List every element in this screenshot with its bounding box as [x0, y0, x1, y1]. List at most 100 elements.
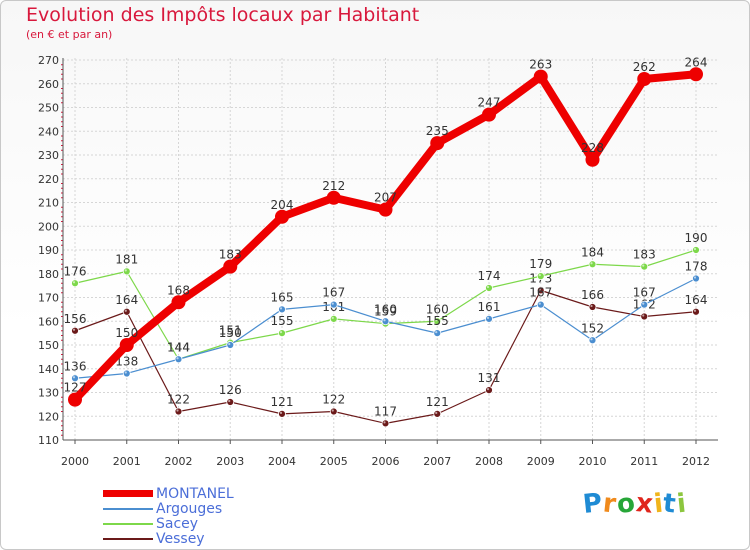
data-point: [122, 369, 131, 378]
data-label: 164: [115, 293, 138, 307]
x-tick-label: 2002: [165, 455, 193, 468]
data-point: [119, 338, 134, 352]
y-tick-label: 160: [38, 315, 59, 328]
data-point: [122, 267, 131, 276]
data-label: 159: [374, 305, 397, 319]
data-label: 183: [633, 248, 656, 262]
data-label: 117: [374, 404, 397, 418]
data-point-highlight: [228, 399, 231, 403]
data-point: [692, 274, 700, 283]
data-point: [430, 136, 445, 151]
data-point: [381, 419, 390, 428]
data-point-highlight: [642, 264, 645, 267]
data-label: 264: [685, 55, 708, 69]
data-point-highlight: [435, 319, 438, 322]
data-point: [536, 272, 545, 281]
data-label: 161: [478, 300, 501, 314]
data-point: [588, 336, 597, 345]
data-point-highlight: [486, 316, 490, 319]
y-tick-label: 130: [38, 387, 59, 400]
x-tick-label: 2011: [630, 455, 658, 468]
data-label: 167: [529, 286, 552, 300]
chart-legend: MONTANEL Argouges Sacey Vessey: [103, 486, 234, 546]
data-label: 179: [529, 257, 552, 271]
data-point: [122, 307, 131, 316]
data-label: 204: [271, 198, 294, 212]
data-point-highlight: [590, 262, 593, 265]
data-label: 228: [581, 141, 604, 155]
x-tick-label: 2008: [475, 455, 503, 468]
y-tick-label: 150: [38, 339, 59, 352]
data-label: 166: [581, 288, 604, 302]
data-label: 144: [167, 340, 190, 354]
data-label: 122: [322, 393, 345, 407]
data-label: 176: [64, 264, 87, 278]
data-point: [482, 107, 496, 122]
data-point-highlight: [590, 304, 593, 308]
y-tick-label: 120: [38, 410, 59, 423]
data-point-highlight: [383, 319, 386, 322]
data-point: [278, 409, 286, 418]
legend-label: Argouges: [156, 500, 223, 517]
data-label: 207: [374, 191, 397, 205]
data-label: 126: [219, 383, 242, 397]
data-label: 151: [219, 324, 242, 338]
data-point: [171, 295, 186, 310]
data-point: [378, 202, 393, 217]
data-point: [226, 398, 235, 406]
y-tick-label: 140: [38, 363, 59, 376]
data-point: [381, 317, 390, 326]
data-label: 122: [167, 393, 190, 407]
data-point: [174, 355, 183, 364]
x-tick-label: 2005: [320, 455, 348, 468]
data-point-highlight: [176, 357, 179, 360]
data-point-highlight: [72, 376, 76, 379]
data-label: 155: [426, 314, 449, 328]
data-point-highlight: [383, 421, 386, 424]
data-label: 263: [529, 58, 552, 72]
legend-swatch: [103, 522, 153, 525]
data-point-highlight: [124, 309, 127, 312]
data-point-highlight: [124, 371, 127, 374]
data-point: [68, 392, 82, 407]
data-point-highlight: [486, 285, 490, 289]
y-tick-label: 250: [38, 102, 59, 115]
data-point-highlight: [538, 302, 541, 305]
x-tick-label: 2001: [113, 455, 141, 468]
data-point: [433, 409, 442, 418]
data-label: 127: [64, 381, 87, 395]
data-point-highlight: [538, 274, 541, 277]
data-point: [174, 407, 183, 416]
data-point: [278, 305, 286, 314]
data-label: 136: [64, 359, 87, 373]
data-label: 160: [426, 302, 449, 316]
data-point: [588, 303, 597, 311]
data-label: 164: [685, 293, 708, 307]
legend-item-sacey: Sacey: [103, 516, 234, 531]
data-point: [226, 341, 235, 349]
data-point-highlight: [435, 411, 438, 414]
data-point: [485, 386, 493, 395]
legend-label: Vessey: [156, 530, 205, 547]
data-point: [275, 209, 289, 224]
data-point-highlight: [538, 288, 541, 291]
data-point-highlight: [279, 331, 283, 334]
data-label: 190: [685, 231, 708, 245]
x-tick-label: 2003: [216, 455, 244, 468]
legend-label: Sacey: [156, 515, 199, 532]
y-tick-label: 190: [38, 244, 59, 257]
data-label: 167: [633, 286, 656, 300]
data-point: [329, 407, 338, 416]
data-point: [588, 260, 597, 269]
data-label: 160: [374, 302, 397, 316]
data-point: [485, 314, 493, 323]
legend-item-vessey: Vessey: [103, 531, 234, 546]
data-label: 174: [478, 269, 501, 283]
data-point: [640, 312, 649, 321]
data-label: 131: [478, 371, 501, 385]
data-point-highlight: [331, 409, 334, 412]
data-label: 121: [271, 395, 294, 409]
legend-item-montanel: MONTANEL: [103, 486, 234, 501]
